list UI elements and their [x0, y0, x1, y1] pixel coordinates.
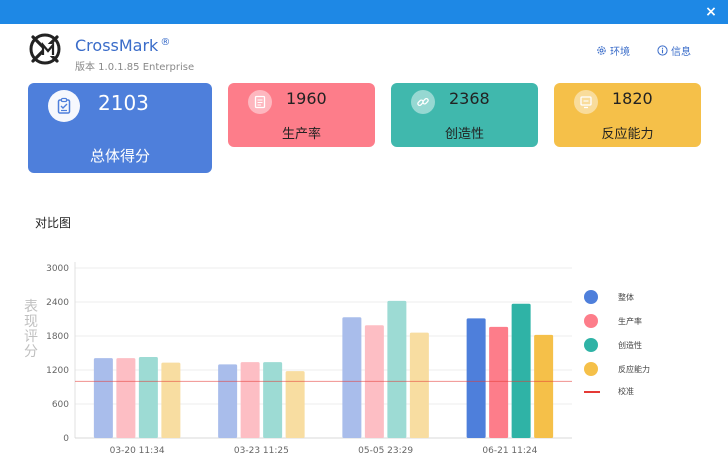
info-label: 信息: [671, 47, 691, 58]
legend-swatch: [584, 338, 598, 352]
y-tick-label: 1800: [46, 332, 69, 342]
bar-1-3: [342, 317, 362, 438]
bar-1-1: [93, 358, 113, 438]
creativity-label: 创造性: [444, 127, 484, 142]
chart-y-axis-label: 表现评分: [24, 299, 38, 360]
legend-label: 生产率: [618, 316, 642, 326]
bar-3-3: [387, 300, 407, 438]
info-link[interactable]: 信息: [657, 43, 691, 58]
total-score-value: 2103: [98, 91, 149, 115]
legend-label: 创造性: [618, 340, 642, 350]
bar-2-4: [489, 326, 509, 438]
productivity-label: 生产率: [281, 127, 321, 142]
responsiveness-card: 1820 反应能力: [554, 83, 701, 147]
bar-4-4: [534, 334, 554, 438]
productivity-score-value: 1960: [286, 89, 327, 108]
x-tick-label: 03-23 11:25: [234, 446, 289, 456]
x-tick-label: 03-20 11:34: [110, 446, 165, 456]
app-name: CrossMark ®: [75, 36, 171, 55]
legend-item[interactable]: 反应能力: [584, 362, 650, 376]
bar-2-1: [116, 358, 136, 438]
y-tick-label: 2400: [46, 298, 69, 308]
legend-line-swatch: [584, 390, 600, 393]
title-bar: ×: [0, 0, 728, 24]
environment-link[interactable]: 环境: [596, 43, 630, 58]
bar-4-1: [161, 362, 181, 438]
productivity-card: 1960 生产率: [228, 83, 375, 147]
total-score-label: 总体得分: [89, 147, 150, 165]
creativity-score-value: 2368: [449, 89, 490, 108]
y-tick-label: 1200: [46, 366, 69, 376]
creativity-card: 2368 创造性: [391, 83, 538, 147]
crossmark-logo-icon: [29, 33, 61, 65]
legend-item[interactable]: 整体: [584, 290, 634, 304]
bar-1-4: [466, 318, 486, 438]
y-tick-label: 600: [52, 400, 69, 410]
y-tick-label: 3000: [46, 264, 69, 274]
total-score-card: 2103 总体得分: [28, 83, 212, 173]
screen-icon: [574, 90, 598, 114]
environment-label: 环境: [610, 47, 630, 58]
y-tick-label: 0: [63, 434, 69, 444]
bar-4-2: [285, 371, 305, 438]
app-header: CrossMark ® 版本 1.0.1.85 Enterprise 环境 信息: [0, 24, 728, 80]
legend-item[interactable]: 校准: [584, 386, 634, 397]
legend-label: 反应能力: [618, 364, 650, 374]
bar-3-2: [263, 362, 283, 438]
bar-4-3: [409, 332, 429, 438]
bar-3-4: [511, 303, 531, 438]
x-tick-label: 05-05 23:29: [358, 446, 413, 456]
clipboard-check-icon: [48, 90, 80, 122]
document-icon: [248, 90, 272, 114]
close-button[interactable]: ×: [705, 4, 717, 20]
comparison-chart-title: 对比图: [35, 216, 72, 230]
legend-label: 整体: [618, 292, 634, 302]
legend-label: 校准: [618, 387, 634, 396]
responsiveness-score-value: 1820: [612, 89, 653, 108]
legend-item[interactable]: 创造性: [584, 338, 642, 352]
legend-item[interactable]: 生产率: [584, 314, 642, 328]
bar-2-2: [240, 362, 260, 438]
comparison-bar-chart: 0 600 1200 1800 2400 3000 03-20 11:34 03-23 11:…: [46, 262, 572, 456]
link-icon: [411, 90, 435, 114]
bar-1-2: [218, 364, 238, 438]
app-version: 版本 1.0.1.85 Enterprise: [75, 62, 195, 73]
legend-swatch: [584, 314, 598, 328]
legend-swatch: [584, 290, 598, 304]
bar-3-1: [138, 356, 158, 438]
responsiveness-label: 反应能力: [601, 127, 654, 142]
info-icon: [657, 45, 668, 56]
gear-icon: [597, 46, 606, 55]
x-tick-label: 06-21 11:24: [482, 446, 537, 456]
legend-swatch: [584, 362, 598, 376]
